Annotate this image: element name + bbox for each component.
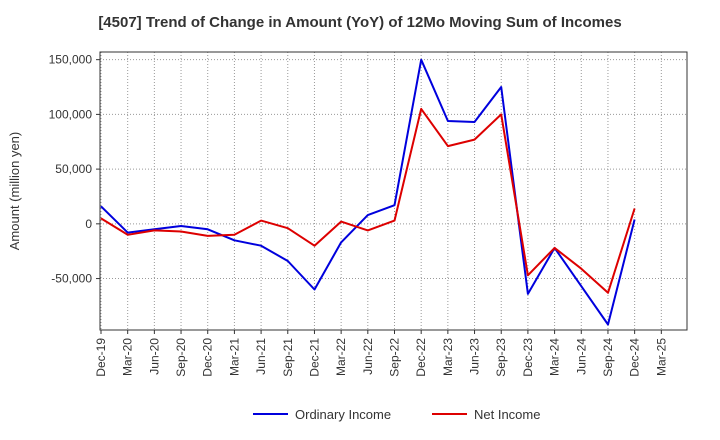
x-tick-label: Mar-23 (441, 338, 455, 376)
series-lines (100, 58, 636, 326)
x-tick-label: Dec-22 (414, 338, 428, 377)
x-tick-label: Dec-19 (94, 338, 108, 377)
x-axis-ticks: Dec-19 Mar-20 Jun-20 Sep-20 Dec-20 Mar-21 Jun-… (94, 330, 668, 377)
y-axis-label: Amount (million yen) (7, 132, 22, 251)
x-tick-label: Sep-24 (601, 338, 615, 377)
x-tick-label: Sep-20 (174, 338, 188, 377)
plot-area (99, 51, 688, 331)
x-tick-label: Mar-22 (334, 338, 348, 376)
x-tick-label: Mar-24 (548, 338, 562, 376)
x-tick-label: Sep-22 (388, 338, 402, 377)
x-tick-label: Dec-21 (307, 338, 321, 377)
x-tick-label: Mar-21 (227, 338, 241, 376)
x-tick-label: Mar-25 (654, 338, 668, 376)
x-tick-label: Jun-20 (147, 338, 161, 375)
x-tick-label: Jun-23 (468, 338, 482, 375)
y-axis-ticks: -50,000 0 50,000 100,000 150,000 (49, 53, 100, 286)
x-tick-label: Jun-21 (254, 338, 268, 375)
y-tick-label: 50,000 (55, 162, 92, 176)
legend: Ordinary Income Net Income (253, 407, 540, 422)
x-tick-label: Jun-22 (361, 338, 375, 375)
y-tick-label: -50,000 (51, 272, 92, 286)
x-tick-label: Dec-20 (201, 338, 215, 377)
series-line-net-income (100, 107, 636, 294)
x-tick-label: Dec-24 (628, 338, 642, 377)
y-tick-label: 150,000 (49, 53, 93, 67)
chart-title: [4507] Trend of Change in Amount (YoY) o… (98, 14, 622, 31)
x-tick-label: Dec-23 (521, 338, 535, 377)
x-tick-label: Jun-24 (574, 338, 588, 375)
legend-label-ordinary-income: Ordinary Income (295, 407, 391, 422)
grid-lines (100, 52, 687, 330)
legend-label-net-income: Net Income (474, 407, 540, 422)
series-line-ordinary-income (100, 58, 636, 326)
y-tick-label: 0 (85, 217, 92, 231)
x-tick-label: Sep-23 (494, 338, 508, 377)
x-tick-label: Sep-21 (281, 338, 295, 377)
y-tick-label: 100,000 (49, 107, 93, 121)
x-tick-label: Mar-20 (121, 338, 135, 376)
